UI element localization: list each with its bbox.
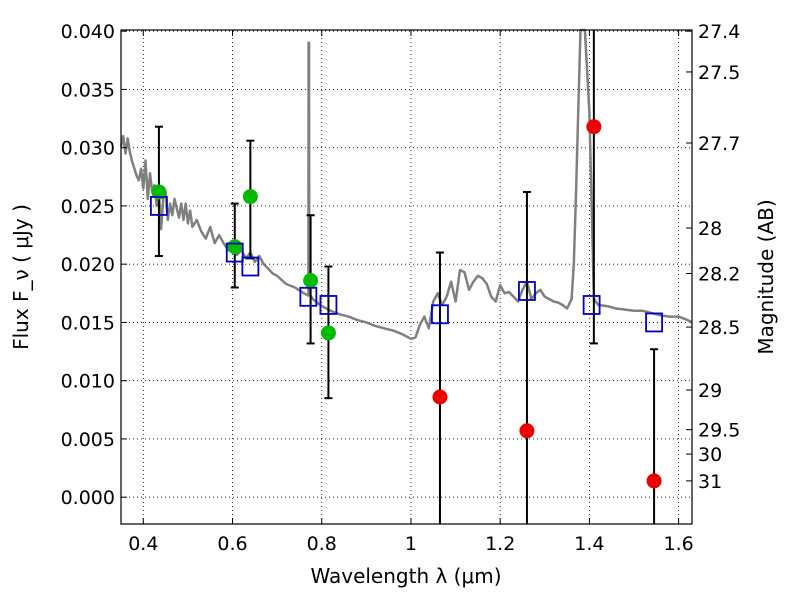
y-tick-label-3: 0.015 <box>61 312 115 334</box>
right-tick-label-9: 31 <box>698 471 722 493</box>
right-tick-label-4: 28.2 <box>698 264 740 286</box>
grid-lines <box>121 30 692 524</box>
model-phot-square-5 <box>431 304 449 325</box>
model-phot-square-7 <box>582 295 601 315</box>
detection-point-3 <box>303 272 319 288</box>
y-axis-label: Flux F_ν ( μJy ) <box>9 204 33 350</box>
y-tick-label-4: 0.020 <box>61 254 115 276</box>
data-points <box>151 119 662 489</box>
y-tick-label-1: 0.005 <box>61 429 115 451</box>
error-bars <box>154 30 659 524</box>
right-axis-label: Magnitude (AB) <box>754 199 778 354</box>
right-axis-ticks: 27.4 27.5 27.7 28 28.2 28.5 29 29.530 31 <box>686 21 740 493</box>
x-axis-ticks: 0.4 0.6 0.8 1 1.2 1.4 1.6 <box>128 30 694 555</box>
model-phot-square-2 <box>241 256 260 277</box>
nondetection-point-1 <box>519 423 535 439</box>
right-tick-label-3: 28 <box>698 218 722 240</box>
y-tick-label-2: 0.010 <box>61 371 115 393</box>
model-phot-square-6 <box>518 281 536 301</box>
model-sed-polyline <box>119 28 693 341</box>
model-phot-square-1 <box>225 242 244 263</box>
y-tick-label-5: 0.025 <box>61 196 115 218</box>
x-tick-label-5: 1.4 <box>574 533 604 555</box>
model-photometry-markers <box>150 196 663 333</box>
y-tick-label-6: 0.030 <box>61 138 115 160</box>
nondetection-point-2 <box>586 119 602 135</box>
plot-frame <box>120 29 693 525</box>
y-tick-label-8: 0.040 <box>61 21 115 43</box>
right-tick-label-5: 28.5 <box>698 317 740 339</box>
x-tick-label-0: 0.4 <box>128 533 158 555</box>
nondetection-point-0 <box>432 389 448 405</box>
right-tick-label-1: 27.5 <box>698 62 740 84</box>
detection-point-1 <box>227 239 243 255</box>
detection-point-2 <box>242 189 258 205</box>
model-sed-line <box>119 28 693 341</box>
x-tick-label-1: 0.6 <box>217 533 247 555</box>
nondetection-point-3 <box>646 473 662 489</box>
model-phot-square-4 <box>319 295 338 315</box>
model-phot-square-8 <box>645 312 663 333</box>
y-axis-ticks: 0.000 0.005 0.010 0.015 0.020 0.025 0.030 0.035… <box>61 21 127 509</box>
right-tick-label-7: 29.5 <box>698 420 740 442</box>
right-tick-label-0: 27.4 <box>698 21 740 43</box>
right-tick-label-6: 29 <box>698 380 722 402</box>
y-tick-label-0: 0.000 <box>61 487 115 509</box>
model-phot-square-3 <box>299 286 318 307</box>
x-tick-label-4: 1.2 <box>485 533 515 555</box>
x-tick-label-3: 1 <box>405 533 417 555</box>
right-tick-label-2: 27.7 <box>698 133 740 155</box>
detection-point-4 <box>320 325 336 341</box>
x-tick-label-6: 1.6 <box>664 533 694 555</box>
model-phot-square-0 <box>150 196 168 216</box>
y-tick-label-7: 0.035 <box>61 79 115 101</box>
right-tick-label-8: 30 <box>698 444 722 466</box>
detection-point-0 <box>151 184 167 200</box>
x-axis-label: Wavelength λ (μm) <box>310 564 501 588</box>
x-tick-label-2: 0.8 <box>307 533 337 555</box>
